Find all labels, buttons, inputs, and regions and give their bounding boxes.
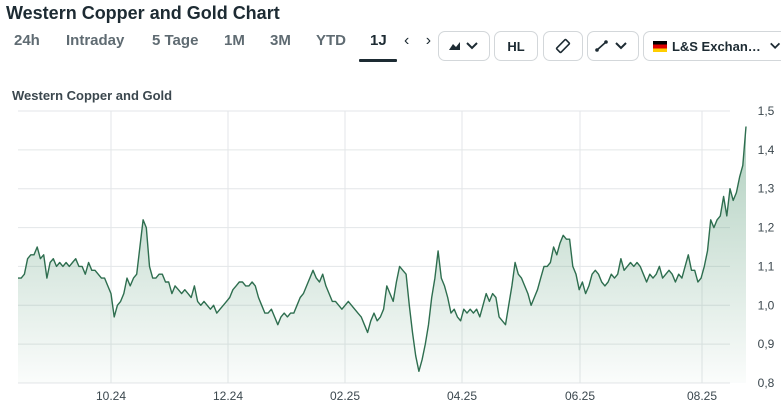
y-tick-label: 1,0 [758, 298, 775, 312]
chevron-down-icon [769, 42, 780, 49]
y-tick-label: 1,3 [758, 182, 775, 196]
y-tick-label: 1,5 [758, 104, 775, 118]
line-draw-icon [595, 40, 627, 52]
page-title: Western Copper and Gold Chart [6, 3, 280, 23]
measure-button[interactable] [543, 31, 583, 61]
tab-5-tage[interactable]: 5 Tage [152, 32, 199, 49]
chart-toolbar: 24h Intraday 5 Tage 1M 3M YTD 1J ‹ › HL … [0, 28, 781, 68]
tab-intraday[interactable]: Intraday [66, 32, 125, 49]
germany-flag-icon [653, 40, 667, 52]
price-line [18, 126, 747, 372]
y-tick-label: 0,8 [758, 376, 775, 390]
hl-button[interactable]: HL [494, 31, 538, 61]
y-tick-label: 1,1 [758, 259, 775, 273]
x-tick-label: 02.25 [330, 389, 360, 403]
tab-scroll-arrows[interactable]: ‹ › [404, 32, 438, 49]
exchange-label: L&S Exchan… [671, 38, 761, 54]
drawing-tools-button[interactable] [587, 31, 639, 61]
tab-3m[interactable]: 3M [270, 32, 291, 49]
tab-ytd[interactable]: YTD [316, 32, 346, 49]
y-tick-label: 0,9 [758, 337, 775, 351]
tab-1m[interactable]: 1M [224, 32, 245, 49]
chart-title: Western Copper and Gold [12, 88, 173, 103]
y-tick-label: 1,2 [758, 221, 775, 235]
x-tick-label: 06.25 [565, 389, 595, 403]
tab-24h[interactable]: 24h [14, 32, 40, 49]
x-tick-label: 08.25 [687, 389, 717, 403]
x-tick-label: 04.25 [447, 389, 477, 403]
y-axis: 1,5 1,4 1,3 1,2 1,1 1,0 0,9 0,8 [758, 104, 775, 390]
price-chart[interactable]: 1,5 1,4 1,3 1,2 1,1 1,0 0,9 0,8 10.24 12.24 02.25… [0, 100, 781, 407]
active-tab-indicator [359, 59, 397, 62]
mountain-chart-icon [449, 42, 478, 50]
exchange-selector[interactable]: L&S Exchan… [643, 31, 781, 61]
y-tick-label: 1,4 [758, 143, 775, 157]
tab-1j[interactable]: 1J [370, 32, 387, 49]
price-area [18, 126, 746, 383]
hl-label: HL [507, 38, 525, 54]
chart-type-button[interactable] [438, 31, 490, 61]
x-axis: 10.24 12.24 02.25 04.25 06.25 08.25 [96, 389, 717, 403]
x-tick-label: 12.24 [213, 389, 243, 403]
ruler-icon [555, 38, 571, 54]
x-tick-label: 10.24 [96, 389, 126, 403]
